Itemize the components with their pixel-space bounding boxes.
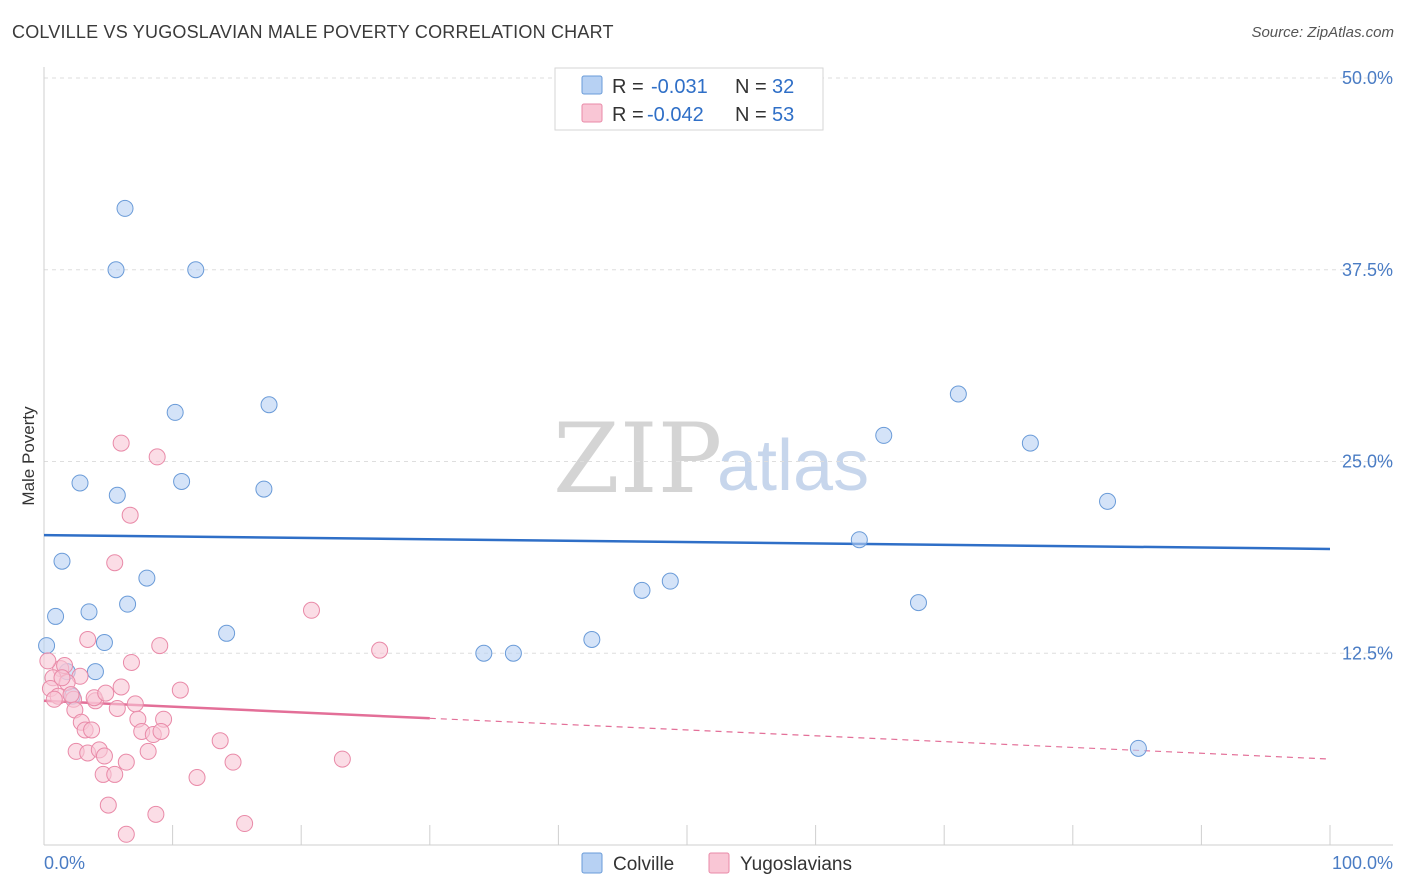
data-point-yugoslavians xyxy=(126,695,144,713)
trend-lines xyxy=(43,533,1331,760)
data-point-colville xyxy=(909,594,927,612)
legend-r-label-yugoslavians: R = xyxy=(612,104,644,126)
data-point-yugoslavians xyxy=(139,742,157,760)
data-point-yugoslavians xyxy=(112,434,130,452)
series-legend-label-colville: Colville xyxy=(613,854,674,875)
data-point-yugoslavians xyxy=(333,750,351,768)
data-point-yugoslavians xyxy=(224,753,242,771)
data-point-yugoslavians xyxy=(53,669,71,687)
chart-title: COLVILLE VS YUGOSLAVIAN MALE POVERTY COR… xyxy=(12,22,614,42)
data-point-colville xyxy=(116,199,134,217)
data-point-colville xyxy=(1021,434,1039,452)
legend-n-label-colville: N = xyxy=(735,76,767,98)
data-point-colville xyxy=(138,569,156,587)
data-point-colville xyxy=(119,595,137,613)
data-point-colville xyxy=(107,261,125,279)
data-point-yugoslavians xyxy=(302,601,320,619)
data-point-colville xyxy=(255,480,273,498)
data-point-yugoslavians xyxy=(99,796,117,814)
y-tick-labels: 12.5% 25.0% 37.5% 50.0% xyxy=(1342,68,1393,663)
y-tick-label: 25.0% xyxy=(1342,452,1393,472)
data-point-colville xyxy=(661,572,679,590)
data-point-colville xyxy=(38,637,56,655)
data-point-colville xyxy=(1099,492,1117,510)
data-point-colville xyxy=(260,396,278,414)
trend-line-yugoslavians xyxy=(43,699,430,720)
data-point-yugoslavians xyxy=(236,815,254,833)
y-tick-label: 37.5% xyxy=(1342,260,1393,280)
data-point-colville xyxy=(949,385,967,403)
data-point-yugoslavians xyxy=(45,690,63,708)
trend-line-colville xyxy=(43,533,1331,551)
data-point-yugoslavians xyxy=(106,554,124,572)
correlation-legend: R = -0.031 N = 32 R = -0.042 N = 53 xyxy=(554,67,824,131)
data-point-colville xyxy=(218,624,236,642)
data-point-yugoslavians xyxy=(95,747,113,765)
y-axis-label: Male Poverty xyxy=(19,406,38,506)
legend-swatch-yugoslavians xyxy=(581,103,603,123)
data-point-yugoslavians xyxy=(62,686,80,704)
series-legend: Colville Yugoslavians xyxy=(581,852,852,875)
source-label: Source: ZipAtlas.com xyxy=(1251,24,1394,41)
data-point-yugoslavians xyxy=(122,653,140,671)
data-point-yugoslavians xyxy=(188,769,206,787)
data-point-colville xyxy=(166,403,184,421)
data-point-colville xyxy=(71,474,89,492)
data-point-colville xyxy=(53,552,71,570)
data-point-colville xyxy=(47,607,65,625)
legend-n-value-colville: 32 xyxy=(772,76,794,98)
y-tick-label: 12.5% xyxy=(1342,643,1393,663)
y-tick-label: 50.0% xyxy=(1342,68,1393,88)
data-point-yugoslavians xyxy=(97,684,115,702)
gridlines xyxy=(44,77,1393,654)
data-point-colville xyxy=(80,603,98,621)
data-point-yugoslavians xyxy=(121,506,139,524)
x-tick-label-max: 100.0% xyxy=(1332,853,1393,873)
data-point-colville xyxy=(850,531,868,549)
data-point-colville xyxy=(187,261,205,279)
series-legend-swatch-yugoslavians xyxy=(708,852,730,874)
data-points xyxy=(38,199,1147,843)
legend-n-value-yugoslavians: 53 xyxy=(772,104,794,126)
data-point-yugoslavians xyxy=(117,753,135,771)
data-point-colville xyxy=(633,581,651,599)
data-point-yugoslavians xyxy=(151,637,169,655)
data-point-yugoslavians xyxy=(112,678,130,696)
data-point-yugoslavians xyxy=(79,630,97,648)
trend-line-extension-yugoslavians xyxy=(429,717,1331,760)
data-point-yugoslavians xyxy=(117,825,135,843)
data-point-colville xyxy=(108,486,126,504)
data-point-colville xyxy=(1129,739,1147,757)
legend-n-label-yugoslavians: N = xyxy=(735,104,767,126)
data-point-yugoslavians xyxy=(147,805,165,823)
x-axis-ticks xyxy=(172,825,1331,845)
data-point-yugoslavians xyxy=(83,721,101,739)
data-point-yugoslavians xyxy=(39,652,57,670)
legend-r-label-colville: R = xyxy=(612,76,644,98)
data-point-colville xyxy=(475,644,493,662)
data-point-yugoslavians xyxy=(148,448,166,466)
data-point-yugoslavians xyxy=(371,641,389,659)
series-legend-swatch-colville xyxy=(581,852,603,874)
watermark-atlas: atlas xyxy=(717,426,869,506)
legend-r-value-colville: -0.031 xyxy=(651,76,708,98)
legend-swatch-colville xyxy=(581,75,603,95)
data-point-yugoslavians xyxy=(211,732,229,750)
data-point-colville xyxy=(583,630,601,648)
data-point-yugoslavians xyxy=(108,699,126,717)
data-point-yugoslavians xyxy=(152,722,170,740)
data-point-yugoslavians xyxy=(171,681,189,699)
data-point-colville xyxy=(875,426,893,444)
data-point-yugoslavians xyxy=(106,765,124,783)
data-point-colville xyxy=(504,644,522,662)
series-legend-label-yugoslavians: Yugoslavians xyxy=(740,854,852,875)
watermark-zip: ZIP xyxy=(553,403,722,515)
data-point-colville xyxy=(95,634,113,652)
x-tick-label-min: 0.0% xyxy=(44,853,85,873)
legend-r-value-yugoslavians: -0.042 xyxy=(647,104,704,126)
data-point-colville xyxy=(86,663,104,681)
watermark: ZIP atlas xyxy=(553,403,869,515)
data-point-colville xyxy=(173,472,191,490)
